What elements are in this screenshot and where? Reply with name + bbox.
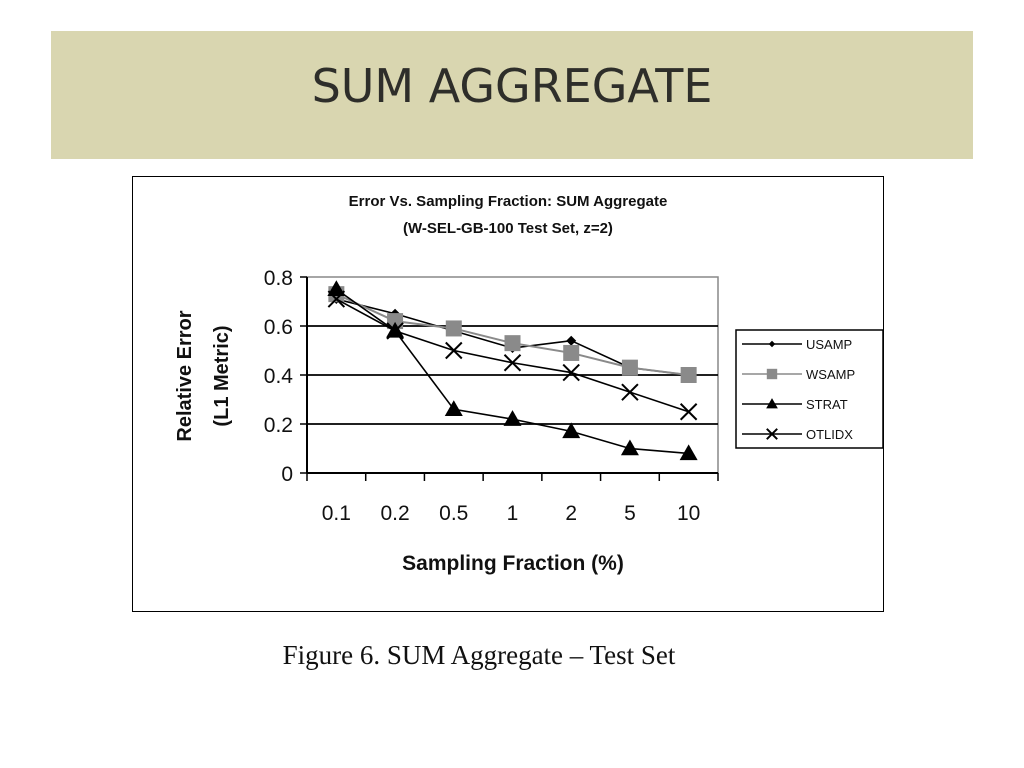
data-point: [445, 320, 462, 337]
legend-label: USAMP: [806, 337, 852, 352]
data-point: [562, 422, 581, 439]
series-wsamp: [328, 286, 697, 383]
data-point: [620, 439, 639, 456]
series-otlidx: [327, 290, 698, 421]
x-tick-label: 5: [624, 502, 636, 525]
data-point: [680, 367, 697, 383]
slide-title: SUM AGGREGATE: [311, 59, 713, 113]
data-point: [445, 341, 463, 360]
chart-subtitle: (W-SEL-GB-100 Test Set, z=2): [403, 220, 613, 237]
data-point: [503, 354, 522, 372]
data-point: [566, 335, 577, 346]
data-point: [621, 359, 638, 376]
legend: USAMP WSAMP STRAT OTLIDX: [735, 329, 884, 449]
y-tick-label: 0.8: [264, 267, 293, 290]
legend-item-usamp: USAMP: [742, 337, 852, 352]
legend-item-otlidx: OTLIDX: [742, 427, 853, 442]
y-axis-label-line2: (L1 Metric): [211, 325, 233, 426]
data-point: [504, 335, 521, 352]
x-tick-label: 10: [677, 502, 700, 525]
data-point: [766, 428, 778, 440]
data-point: [679, 444, 698, 461]
y-axis-title: Relative Error (L1 Metric): [174, 310, 233, 441]
y-tick-label: 0: [281, 463, 293, 486]
y-tick-label: 0.6: [264, 316, 293, 339]
x-tick-label: 1: [507, 502, 519, 525]
chart-title: Error Vs. Sampling Fraction: SUM Aggrega…: [349, 193, 668, 210]
figure-caption: Figure 6. SUM Aggregate – Test Set: [282, 640, 676, 670]
line-chart: Error Vs. Sampling Fraction: SUM Aggrega…: [174, 193, 884, 575]
data-point: [327, 290, 346, 308]
x-tick-label: 0.2: [380, 502, 409, 525]
data-point: [387, 313, 404, 330]
title-banner: [51, 31, 973, 159]
x-tick-label: 0.5: [439, 502, 468, 525]
legend-item-wsamp: WSAMP: [742, 367, 855, 382]
y-tick-label: 0.4: [264, 365, 294, 388]
y-axis-label-line1: Relative Error: [174, 310, 196, 441]
data-point: [768, 340, 776, 348]
data-point: [386, 322, 404, 340]
data-point: [503, 410, 522, 426]
x-axis-label: Sampling Fraction (%): [402, 552, 624, 575]
legend-label: OTLIDX: [806, 427, 853, 442]
data-point: [766, 398, 778, 409]
data-point: [562, 363, 580, 382]
data-point: [327, 280, 346, 296]
legend-box: [735, 329, 884, 449]
y-tick-label: 0.2: [264, 414, 293, 437]
data-point: [444, 400, 463, 417]
data-point: [563, 344, 580, 361]
data-point: [621, 383, 639, 401]
legend-label: STRAT: [806, 397, 848, 412]
x-tick-label: 0.1: [322, 502, 351, 525]
legend-label: WSAMP: [806, 367, 855, 382]
legend-item-strat: STRAT: [742, 397, 848, 412]
x-tick-label: 2: [565, 502, 577, 525]
data-point: [679, 403, 698, 421]
data-point: [766, 368, 778, 380]
